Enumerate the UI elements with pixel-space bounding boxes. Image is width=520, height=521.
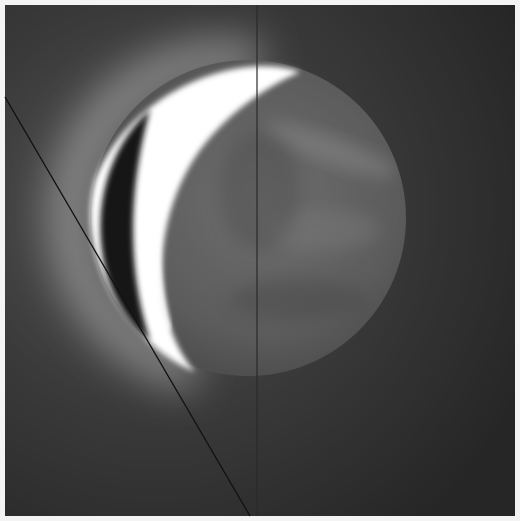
diagonal-artifact	[4, 96, 251, 517]
inner-highlight	[151, 114, 171, 331]
limb-glow	[49, 38, 265, 392]
crescent	[90, 66, 300, 372]
cloud-features	[220, 122, 396, 320]
